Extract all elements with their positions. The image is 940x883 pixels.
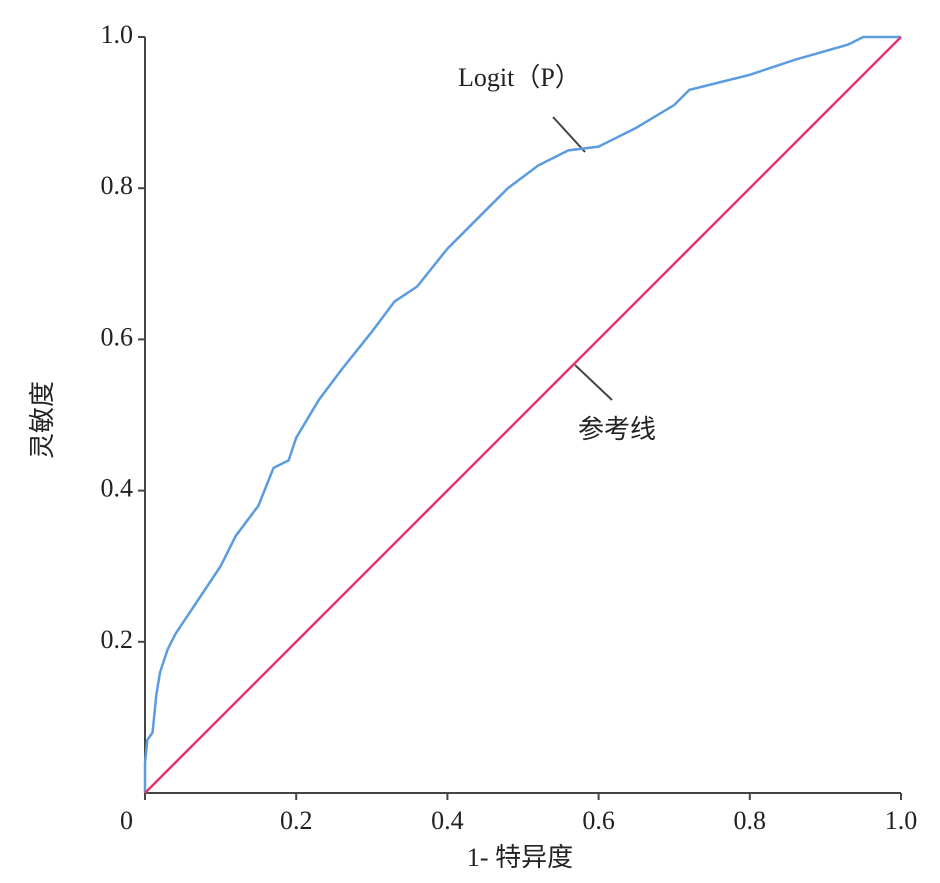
y-tick-label: 0.4 xyxy=(101,474,134,503)
leader-line xyxy=(552,116,586,153)
x-tick-label: 0.4 xyxy=(431,806,464,835)
y-axis-label: 灵敏度 xyxy=(28,381,57,459)
y-tick-label: 0.6 xyxy=(101,322,134,351)
leader-line xyxy=(574,364,613,401)
x-tick-label: 0.6 xyxy=(582,806,615,835)
x-tick-label: 1.0 xyxy=(885,806,918,835)
series-line xyxy=(143,35,901,793)
series-label: 参考线 xyxy=(578,415,656,444)
series-label: Logit（P） xyxy=(458,63,581,92)
series-line xyxy=(144,36,902,794)
y-tick-label: 0.2 xyxy=(101,625,134,654)
x-tick-label: 0.2 xyxy=(280,806,313,835)
x-tick-label: 0.8 xyxy=(734,806,767,835)
y-tick-label: 0.8 xyxy=(101,171,134,200)
x-tick-label: 0 xyxy=(120,806,133,835)
x-axis-label: 1- 特异度 xyxy=(467,843,573,872)
y-tick-label: 1.0 xyxy=(101,20,134,49)
